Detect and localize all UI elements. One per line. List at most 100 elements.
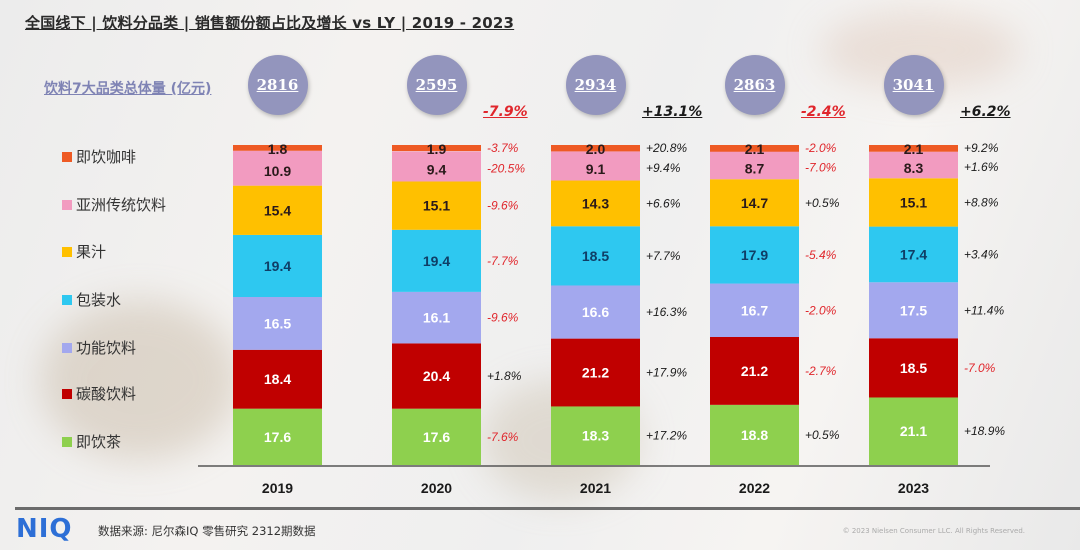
legend-swatch [62,436,72,447]
growth-label-juice: +8.8% [964,195,999,209]
value-label-asian: 8.7 [745,160,765,176]
value-label-asian: 10.9 [264,163,291,179]
bar-segment-asian [392,151,481,182]
total-bubble: 2816 [247,55,308,115]
growth-label-asian: -7.0% [805,160,837,174]
bar-segment-water [551,226,640,286]
legend-label: 功能饮料 [76,339,137,357]
value-label-carbonated: 20.4 [423,368,450,384]
bar-segment-juice [710,179,799,227]
total-bubble: 2595 [406,55,467,115]
value-label-carbonated: 18.5 [900,360,927,376]
value-label-water: 18.5 [582,248,609,264]
bar-segment-coffee [392,145,481,152]
legend-swatch [62,151,72,162]
growth-label-functional: -9.6% [487,311,519,325]
value-label-tea: 18.8 [741,427,768,443]
background-blur [40,300,240,460]
legend-label: 即饮咖啡 [76,148,137,166]
legend-item: 包装水 [62,289,121,310]
bar-segment-functional [392,291,481,344]
legend-item: 果汁 [62,241,106,262]
x-tick-label: 2021 [580,480,611,496]
total-yoy-label: +13.1% [642,104,703,120]
bar-segment-functional [710,283,799,337]
bar-segment-water [710,226,799,284]
value-label-juice: 14.3 [582,195,609,211]
bar-segment-asian [551,151,640,181]
bar-segment-functional [233,297,322,350]
chart-title: 全国线下 | 饮料分品类 | 销售额份额占比及增长 vs LY | 2019 -… [25,14,515,32]
value-label-water: 17.9 [741,247,768,263]
legend-item: 即饮茶 [62,431,121,452]
legend-swatch [62,342,72,353]
bar-segment-water [233,234,322,297]
growth-label-asian: +9.4% [646,161,681,175]
value-label-coffee: 1.8 [268,141,288,157]
bar-segment-water [869,226,958,283]
legend-label: 包装水 [76,291,122,309]
bar-segment-coffee [551,145,640,152]
legend-swatch [62,246,72,257]
growth-label-functional: -2.0% [805,303,837,317]
legend-label: 果汁 [76,243,107,261]
growth-label-tea: +17.2% [646,429,687,443]
legend-item: 亚洲传统饮料 [62,194,166,215]
bar-segment-carbonated [551,338,640,407]
growth-label-tea: +18.9% [964,424,1005,438]
legend-label: 亚洲传统饮料 [76,196,167,214]
legend-item: 碳酸饮料 [62,383,136,404]
growth-label-carbonated: -2.7% [805,364,837,378]
legend-item: 即饮咖啡 [62,146,136,167]
bar-segment-asian [233,150,322,186]
bar-segment-tea [233,408,322,465]
bar-segment-juice [551,180,640,227]
growth-label-juice: +6.6% [646,196,681,210]
value-label-coffee: 1.9 [427,141,447,157]
value-label-water: 17.4 [900,246,927,262]
bar-segment-tea [869,397,958,465]
x-tick-label: 2022 [739,480,770,496]
footer-divider [15,507,1080,510]
growth-label-juice: +0.5% [805,196,840,210]
growth-label-carbonated: +1.8% [487,369,522,383]
growth-label-functional: +11.4% [964,303,1004,317]
value-label-carbonated: 21.2 [741,363,768,379]
value-label-tea: 18.3 [582,428,609,444]
total-yoy-label: +6.2% [960,104,1011,120]
bar-segment-juice [392,181,481,230]
bar-segment-asian [869,151,958,179]
value-label-functional: 16.7 [741,302,768,318]
total-bubble: 3041 [883,55,944,115]
value-label-tea: 17.6 [264,429,291,445]
growth-label-coffee: -2.0% [805,141,837,155]
growth-label-coffee: +9.2% [964,141,999,155]
value-label-functional: 17.5 [900,302,927,318]
legend-label: 碳酸饮料 [76,385,137,403]
growth-label-coffee: +20.8% [646,141,687,155]
value-label-juice: 15.1 [900,194,927,210]
value-label-asian: 8.3 [904,160,924,176]
legend-swatch [62,294,72,305]
bar-segment-functional [551,285,640,339]
growth-label-water: -7.7% [487,254,519,268]
bar-segment-juice [233,185,322,235]
copyright: © 2023 Nielsen Consumer LLC. All Rights … [842,527,1025,535]
bar-segment-tea [392,408,481,465]
legend-swatch [62,388,72,399]
value-label-asian: 9.4 [427,161,447,177]
value-label-coffee: 2.1 [745,141,765,157]
bar-segment-functional [869,282,958,339]
value-label-tea: 17.6 [423,429,450,445]
value-label-juice: 14.7 [741,195,768,211]
value-label-carbonated: 18.4 [264,371,291,387]
total-bubble: 2934 [565,55,626,115]
value-label-coffee: 2.1 [904,141,924,157]
x-tick-label: 2019 [262,480,293,496]
growth-label-functional: +16.3% [646,305,687,319]
bar-segment-coffee [233,145,322,151]
growth-label-water: -5.4% [805,248,837,262]
growth-label-asian: -20.5% [487,161,525,175]
growth-label-carbonated: -7.0% [964,361,996,375]
growth-label-tea: -7.6% [487,430,519,444]
